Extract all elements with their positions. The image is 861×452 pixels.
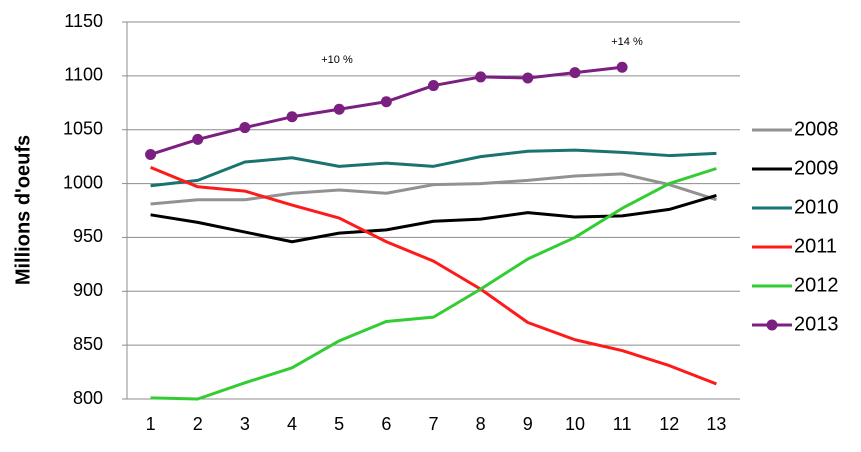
x-tick-label: 8	[476, 414, 486, 434]
marker	[428, 80, 439, 92]
x-tick-label: 3	[240, 414, 250, 434]
y-tick-label: 800	[73, 388, 103, 408]
marker	[192, 133, 204, 145]
marker	[145, 148, 157, 160]
marker	[569, 67, 581, 79]
line	[150, 166, 717, 386]
marker	[616, 61, 628, 73]
marker	[333, 103, 345, 115]
x-tick-label: 12	[659, 414, 679, 434]
line	[150, 167, 717, 401]
y-axis-label: Millions d'oeufs	[12, 135, 34, 285]
legend-label: 2010	[794, 196, 839, 218]
y-tick-label: 1050	[63, 118, 103, 138]
marker	[475, 71, 487, 83]
y-tick-label: 1100	[64, 65, 103, 85]
line	[150, 148, 717, 188]
y-tick-label: 850	[73, 334, 103, 354]
marker	[380, 96, 392, 108]
y-tick-label: 1150	[64, 11, 103, 31]
line	[150, 172, 717, 206]
x-tick-label: 7	[428, 414, 438, 434]
annotation: +14 %	[611, 36, 643, 48]
legend-marker	[766, 319, 778, 331]
x-tick-label: 6	[381, 414, 391, 434]
marker	[522, 72, 534, 84]
y-tick-label: 950	[73, 226, 103, 246]
x-tick-label: 11	[613, 414, 632, 434]
legend-label: 2011	[794, 235, 837, 257]
marker	[239, 122, 251, 134]
y-tick-label: 1000	[63, 172, 103, 192]
legend-label: 2013	[794, 313, 839, 335]
x-tick-label: 9	[523, 414, 533, 434]
marker	[286, 111, 298, 123]
x-tick-label: 10	[565, 414, 585, 434]
y-tick-label: 900	[73, 280, 103, 300]
legend-label: 2009	[794, 157, 839, 179]
x-tick-label: 1	[146, 414, 156, 434]
line	[150, 65, 623, 156]
annotation: +10 %	[321, 54, 353, 66]
x-tick-label: 4	[287, 414, 297, 434]
x-tick-label: 2	[193, 414, 203, 434]
legend-label: 2012	[794, 274, 839, 296]
x-tick-label: 5	[334, 414, 344, 434]
line	[150, 193, 717, 244]
legend-label: 2008	[794, 118, 839, 140]
x-tick-label: 13	[706, 414, 726, 434]
